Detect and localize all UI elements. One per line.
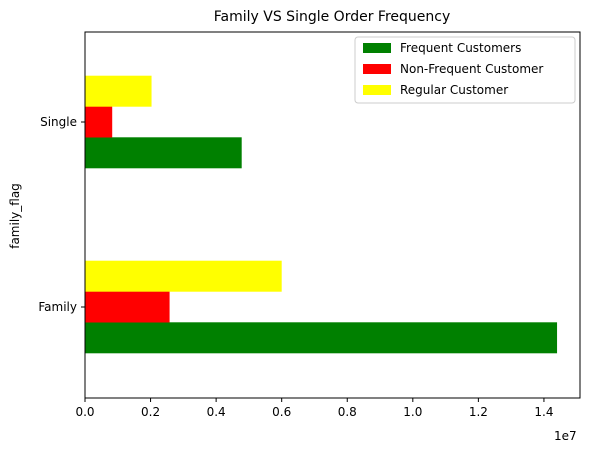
- x-offset-label: 1e7: [554, 429, 577, 443]
- legend-label: Frequent Customers: [400, 41, 521, 55]
- chart-title: Family VS Single Order Frequency: [214, 9, 450, 25]
- legend-box: [354, 36, 576, 104]
- x-tick-label: 1.2: [469, 405, 488, 419]
- x-tick-label: 0.2: [141, 405, 160, 419]
- legend-swatch-non-frequent-customer: [363, 64, 391, 74]
- bar-single-non-frequent-customer: [85, 106, 113, 138]
- legend-swatch-regular-customer: [363, 85, 391, 95]
- x-tick-label: 0.6: [272, 405, 291, 419]
- bar-family-non-frequent-customer: [85, 291, 170, 323]
- plot-frame: [84, 31, 581, 399]
- bar-family-frequent-customers: [85, 322, 558, 354]
- plot-area: 0.0 0.2 0.4 0.6 0.8 1.0 1.2 1.4 Family Single: [38, 31, 581, 419]
- y-tick-label: Family: [38, 300, 77, 314]
- legend-swatch-frequent-customers: [363, 43, 391, 53]
- y-axis-label: family_flag: [8, 183, 22, 249]
- x-tick-label: 1.4: [534, 405, 553, 419]
- x-tick-label: 0.8: [338, 405, 357, 419]
- x-tick-label: 1.0: [403, 405, 422, 419]
- legend: Frequent Customers Non-Frequent Customer R…: [354, 36, 576, 104]
- y-tick-label: Single: [40, 115, 77, 129]
- legend-label: Regular Customer: [400, 83, 508, 97]
- x-tick-label: 0.4: [207, 405, 226, 419]
- legend-label: Non-Frequent Customer: [400, 62, 543, 76]
- bar-single-regular-customer: [85, 75, 152, 107]
- bar-single-frequent-customers: [85, 137, 242, 169]
- bar-family-regular-customer: [85, 260, 282, 292]
- x-tick-label: 0.0: [75, 405, 94, 419]
